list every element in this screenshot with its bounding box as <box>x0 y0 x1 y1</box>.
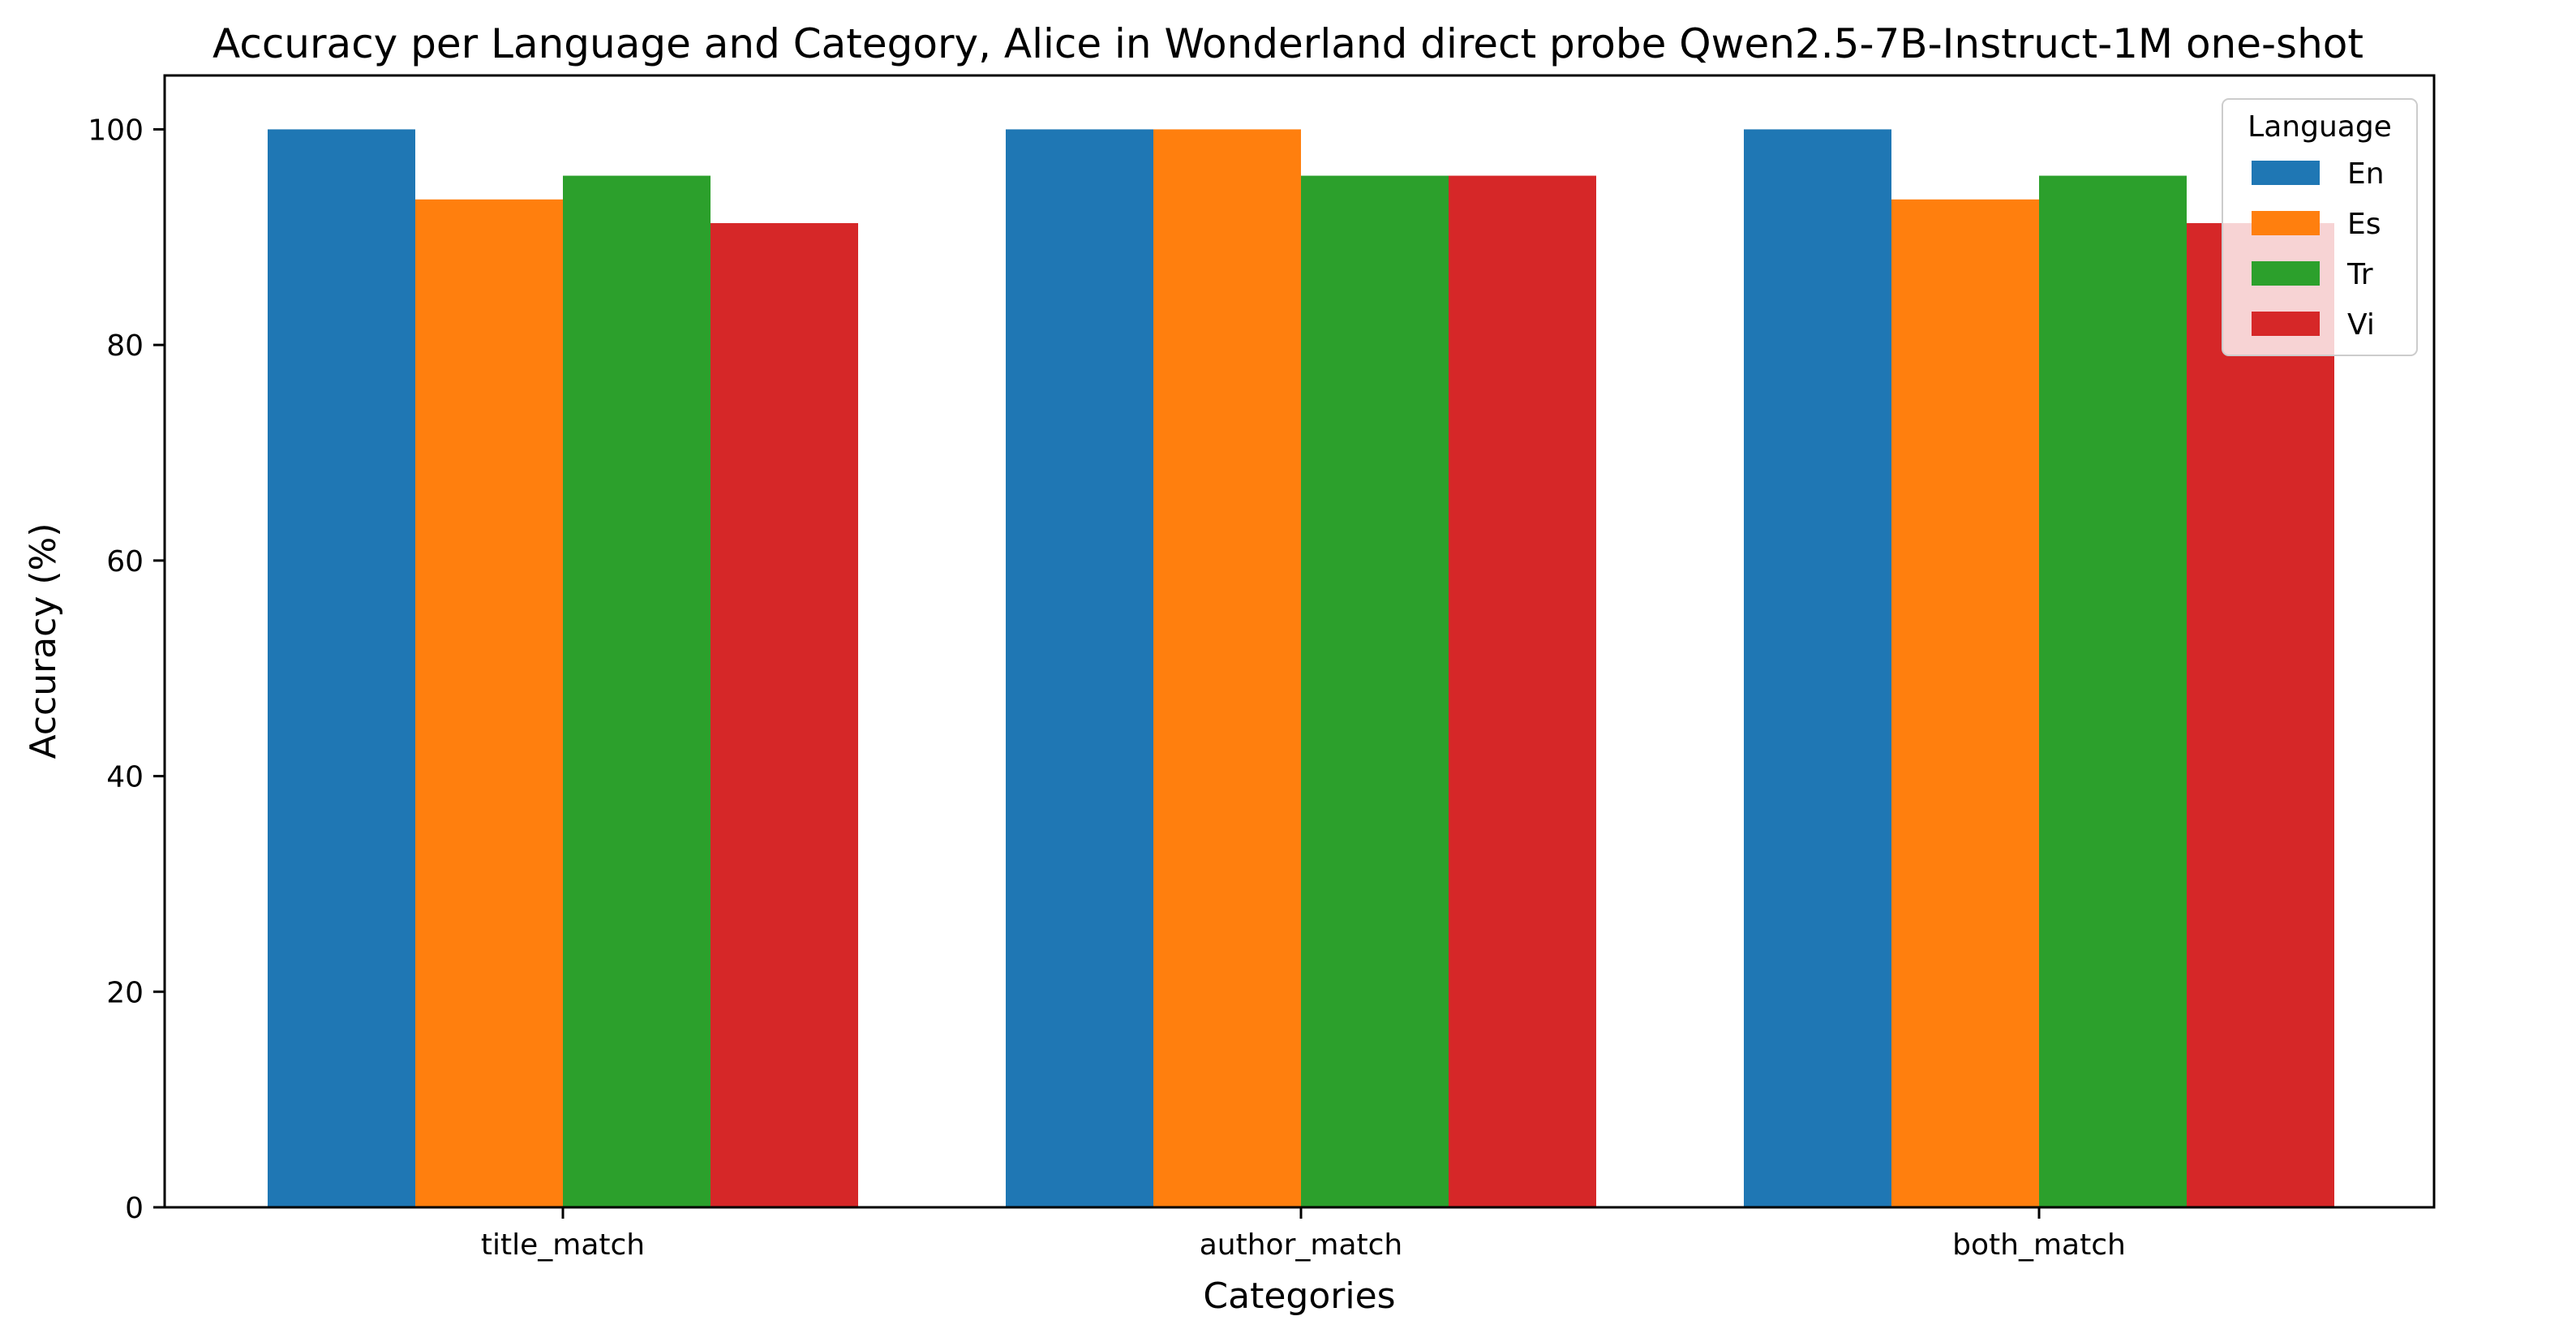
y-tick-label: 40 <box>106 761 144 794</box>
y-tick-label: 80 <box>106 329 144 363</box>
x-tick-label: both_match <box>1952 1228 2126 1262</box>
y-tick-label: 100 <box>88 114 144 147</box>
y-tick-label: 0 <box>125 1192 144 1225</box>
x-tick-label: title_match <box>481 1228 645 1262</box>
bar-es-both-match <box>1891 199 2039 1207</box>
legend: Language En Es Tr Vi <box>2222 98 2418 356</box>
legend-swatch-vi <box>2252 312 2320 336</box>
y-axis-ticks: 0 20 40 60 80 100 <box>88 114 165 1225</box>
legend-swatch-tr <box>2252 261 2320 286</box>
bar-vi-both-match <box>2187 223 2334 1207</box>
y-axis-label: Accuracy (%) <box>23 523 64 759</box>
bar-en-author-match <box>1006 129 1153 1207</box>
bar-tr-both-match <box>2039 175 2187 1208</box>
y-tick-label: 60 <box>106 545 144 579</box>
y-tick-label: 20 <box>106 976 144 1009</box>
bar-es-title-match <box>415 199 563 1207</box>
bar-vi-title-match <box>711 223 858 1207</box>
bar-en-both-match <box>1744 129 1891 1207</box>
legend-label-es: Es <box>2347 208 2381 241</box>
bar-vi-author-match <box>1449 175 1596 1208</box>
bar-tr-title-match <box>563 175 711 1208</box>
legend-label-vi: Vi <box>2347 308 2375 342</box>
bar-es-author-match <box>1153 129 1301 1207</box>
chart-title: Accuracy per Language and Category, Alic… <box>213 20 2363 67</box>
legend-label-en: En <box>2347 157 2385 191</box>
legend-entries: En Es Tr Vi <box>2252 157 2385 342</box>
bars-layer <box>268 129 2334 1208</box>
legend-label-tr: Tr <box>2346 258 2373 291</box>
bar-en-title-match <box>268 129 415 1207</box>
plot-area-frame <box>163 74 2436 1209</box>
bar-tr-author-match <box>1301 175 1449 1208</box>
legend-swatch-es <box>2252 211 2320 235</box>
x-axis-ticks: title_match author_match both_match <box>481 1207 2126 1262</box>
x-tick-label: author_match <box>1200 1228 1403 1262</box>
x-axis-label: Categories <box>1203 1275 1395 1317</box>
legend-swatch-en <box>2252 161 2320 185</box>
legend-title: Language <box>2248 110 2392 144</box>
